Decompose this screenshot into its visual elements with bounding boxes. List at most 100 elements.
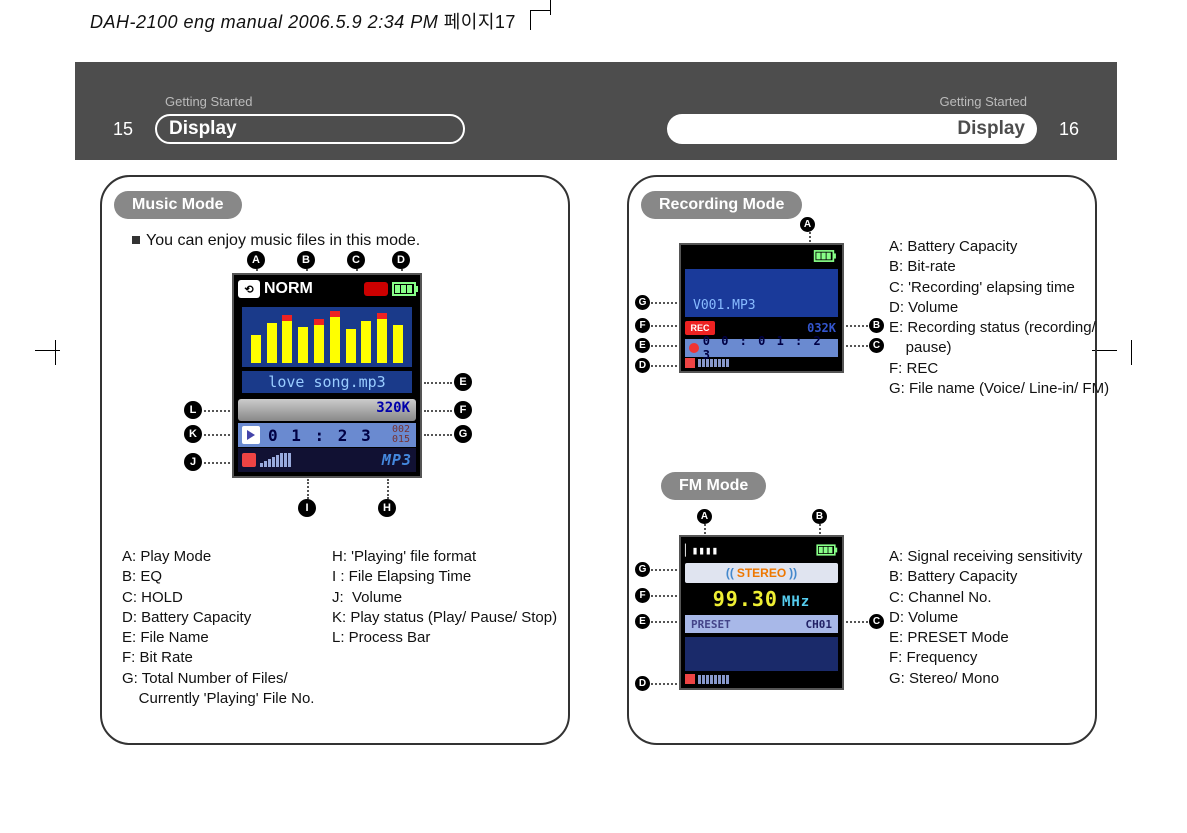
crop-mark bbox=[530, 10, 550, 30]
file-format: MP3 bbox=[382, 451, 412, 469]
label-f: F bbox=[454, 401, 472, 419]
rec-volume-row bbox=[685, 357, 838, 369]
fm-panel bbox=[685, 637, 838, 671]
speaker-icon bbox=[685, 358, 695, 368]
volume-bars bbox=[260, 453, 291, 467]
playmode-icon: ⟲ bbox=[238, 280, 260, 298]
stereo-indicator: STEREO bbox=[685, 563, 838, 583]
file-counter: 002015 bbox=[392, 425, 410, 445]
music-screen: ⟲ NORM love song.mp3 320K 0 1 : 2 3 0020… bbox=[232, 273, 422, 478]
fm-preset-row: PRESET CH01 bbox=[685, 615, 838, 633]
label-h: H bbox=[378, 499, 396, 517]
label-j: J bbox=[184, 453, 202, 471]
label-c: C bbox=[347, 251, 365, 269]
battery-icon bbox=[392, 282, 416, 296]
fm-screen: ▏▮▮▮▮ STEREO 99.30MHz PRESET CH01 bbox=[679, 535, 844, 690]
elapsed-time: 0 1 : 2 3 bbox=[268, 426, 373, 445]
recording-mode-pill: Recording Mode bbox=[641, 191, 802, 219]
label-b: B bbox=[869, 318, 884, 333]
music-intro-text: You can enjoy music files in this mode. bbox=[146, 232, 420, 249]
label-g: G bbox=[454, 425, 472, 443]
label-e: E bbox=[635, 614, 650, 629]
label-d: D bbox=[635, 358, 650, 373]
rec-filename: V001.MP3 bbox=[693, 298, 756, 313]
battery-icon bbox=[812, 249, 836, 263]
crop-mark bbox=[550, 0, 570, 15]
label-c: C bbox=[869, 338, 884, 353]
label-f: F bbox=[635, 588, 650, 603]
leader bbox=[846, 621, 868, 623]
music-filename: love song.mp3 bbox=[242, 371, 412, 393]
leader bbox=[424, 382, 452, 384]
music-top-bar: ⟲ NORM bbox=[234, 275, 420, 303]
bitrate: 320K bbox=[376, 400, 410, 416]
rec-bitrate: 032K bbox=[807, 321, 836, 335]
leader bbox=[647, 621, 677, 623]
fm-mode-pill: FM Mode bbox=[661, 472, 766, 500]
music-legend-left: A: Play Mode B: EQ C: HOLD D: Battery Ca… bbox=[122, 547, 314, 709]
preset-label: PRESET bbox=[691, 618, 731, 631]
display-heading-left: Display bbox=[155, 114, 465, 144]
channel-no: CH01 bbox=[806, 618, 833, 631]
label-k: K bbox=[184, 425, 202, 443]
label-b: B bbox=[812, 509, 827, 524]
label-g: G bbox=[635, 562, 650, 577]
section-label-left: Getting Started bbox=[165, 94, 252, 109]
label-l: L bbox=[184, 401, 202, 419]
source-file-header: DAH-2100 eng manual 2006.5.9 2:34 PM 페이지… bbox=[90, 8, 516, 34]
leader bbox=[647, 569, 677, 571]
page-number-right: 16 bbox=[1059, 119, 1079, 140]
rec-area: V001.MP3 bbox=[685, 269, 838, 317]
leader bbox=[846, 345, 868, 347]
leader bbox=[647, 325, 677, 327]
leader bbox=[647, 365, 677, 367]
music-legend-right: H: 'Playing' file format I : File Elapsi… bbox=[332, 547, 557, 648]
eq-label: NORM bbox=[264, 280, 313, 298]
fm-top-row: ▏▮▮▮▮ bbox=[685, 541, 838, 559]
header-band: Getting Started 15 Display Getting Start… bbox=[75, 62, 1117, 160]
leader bbox=[647, 595, 677, 597]
equalizer bbox=[242, 307, 412, 367]
label-f: F bbox=[635, 318, 650, 333]
rec-badge: REC bbox=[685, 321, 715, 335]
speaker-icon bbox=[242, 453, 256, 467]
signal-icon: ▏▮▮▮▮ bbox=[685, 544, 718, 557]
leader bbox=[307, 479, 309, 499]
leader bbox=[647, 345, 677, 347]
music-mode-pill: Music Mode bbox=[114, 191, 242, 219]
battery-icon bbox=[816, 544, 835, 555]
file-page: 페이지17 bbox=[444, 12, 516, 32]
label-a: A bbox=[697, 509, 712, 524]
rec-legend: A: Battery Capacity B: Bit-rate C: 'Reco… bbox=[889, 237, 1109, 399]
leader bbox=[204, 434, 230, 436]
label-a: A bbox=[247, 251, 265, 269]
leader bbox=[424, 434, 452, 436]
right-panel: Recording Mode A G F E D B C V001.MP3 RE… bbox=[627, 175, 1097, 745]
fm-frequency: 99.30MHz bbox=[681, 587, 842, 611]
label-d: D bbox=[392, 251, 410, 269]
leader bbox=[387, 479, 389, 499]
rec-time-row: 0 0 : 0 1 : 2 3 bbox=[685, 339, 838, 357]
leader bbox=[204, 462, 230, 464]
leader bbox=[204, 410, 230, 412]
crop-mark bbox=[1131, 340, 1132, 365]
rec-status-icon bbox=[689, 343, 699, 353]
label-b: B bbox=[297, 251, 315, 269]
file-name: DAH-2100 eng manual 2006.5.9 2:34 PM bbox=[90, 12, 438, 32]
leader bbox=[647, 302, 677, 304]
music-intro: You can enjoy music files in this mode. bbox=[132, 232, 420, 250]
play-icon bbox=[242, 426, 260, 444]
label-e: E bbox=[635, 338, 650, 353]
display-heading-right: Display bbox=[667, 114, 1037, 144]
hold-icon bbox=[364, 282, 388, 296]
leader bbox=[647, 683, 677, 685]
music-bottom-row: MP3 bbox=[238, 448, 416, 472]
music-time-row: 0 1 : 2 3 002015 bbox=[238, 423, 416, 447]
label-g: G bbox=[635, 295, 650, 310]
fm-legend: A: Signal receiving sensitivity B: Batte… bbox=[889, 547, 1082, 689]
leader bbox=[424, 410, 452, 412]
crop-mark bbox=[55, 340, 56, 365]
section-label-right: Getting Started bbox=[940, 94, 1027, 109]
left-panel: Music Mode You can enjoy music files in … bbox=[100, 175, 570, 745]
crop-mark bbox=[35, 350, 60, 375]
